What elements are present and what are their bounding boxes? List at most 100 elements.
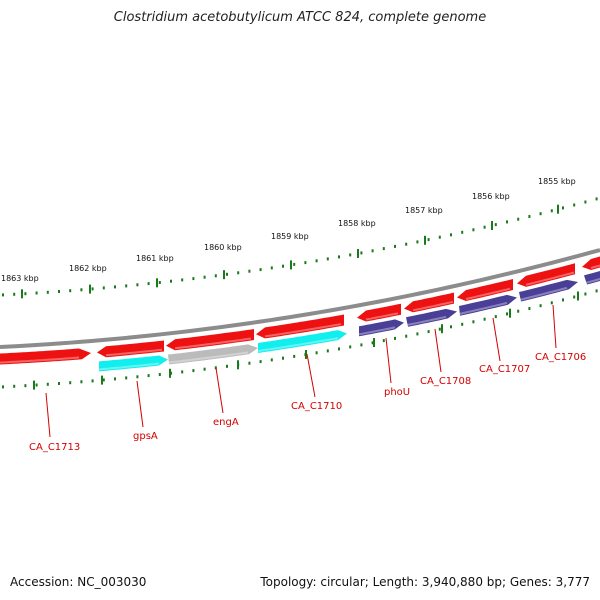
- ruler-upper-minor-tick: [483, 225, 486, 229]
- ruler-lower-minor-tick: [483, 317, 486, 321]
- ruler-upper-minor-tick: [170, 279, 172, 283]
- ruler-upper-minor-tick: [405, 242, 408, 246]
- gene-phou-navy-block: [359, 319, 404, 337]
- ruler-upper-minor-tick: [584, 200, 587, 204]
- gene-label-ca-c1710: CA_C1710: [291, 401, 342, 412]
- ruler-lower-major-tick: [577, 291, 579, 301]
- gene-phou-forward-shade: [365, 312, 399, 321]
- label-leader-line: [492, 317, 501, 362]
- ruler-lower-minor-tick: [371, 341, 374, 345]
- label-leader-line: [552, 304, 557, 349]
- ruler-lower-minor-tick: [248, 361, 251, 365]
- ruler-upper-minor-tick: [315, 259, 318, 263]
- genome-summary-text: Topology: circular; Length: 3,940,880 bp…: [260, 575, 590, 589]
- label-leader-line: [45, 392, 51, 438]
- gene-ca-c1707-navy-block-shade: [458, 301, 508, 315]
- gene-ca-c1710-cyan-block-shade: [257, 337, 339, 352]
- ruler-lower-minor-tick: [506, 312, 508, 316]
- ruler-upper-minor-tick: [517, 217, 520, 221]
- ruler-upper-major-tick: [156, 278, 158, 288]
- ruler-lower-minor-tick: [326, 349, 329, 353]
- label-leader-line: [215, 367, 224, 414]
- ruler-upper-major-tick: [357, 249, 359, 258]
- ruler-upper-minor-tick: [304, 261, 307, 265]
- ruler-upper-minor-tick: [226, 272, 228, 276]
- gene-ca-c1707-forward-shade: [465, 287, 511, 300]
- ruler-lower-minor-tick: [584, 292, 587, 296]
- gene-ca-c1710-cyan-block: [258, 330, 347, 353]
- ruler-lower-minor-tick: [528, 307, 531, 310]
- ruler-upper-minor-tick: [214, 274, 217, 278]
- ruler-upper-major-tick: [557, 204, 559, 214]
- ruler-upper-minor-tick: [136, 283, 139, 287]
- ruler-upper-major-tick: [424, 235, 426, 245]
- gene-ca-c1707-navy-block: [459, 294, 517, 316]
- kbp-label-1855: 1855 kbp: [538, 177, 576, 186]
- ruler-lower-minor-tick: [58, 382, 60, 385]
- gene-ca-c1708-forward: [404, 292, 454, 313]
- gene-phou-forward: [357, 303, 401, 322]
- ruler-lower-minor-tick: [394, 336, 396, 340]
- kbp-label-1862: 1862 kbp: [69, 264, 107, 273]
- kbp-label-1859: 1859 kbp: [271, 232, 309, 241]
- ruler-upper-ticks: [2, 197, 598, 299]
- ruler-lower-minor-tick: [91, 379, 94, 383]
- gene-label-ca-c1713: CA_C1713: [29, 442, 80, 453]
- ruler-upper-minor-tick: [270, 266, 273, 270]
- gene-ca-c1706-forward-shade: [525, 271, 575, 286]
- gene-ca-c1706-navy-block: [519, 279, 578, 302]
- kbp-label-1857: 1857 kbp: [405, 206, 443, 215]
- gene-next-navy-block: [584, 271, 600, 285]
- kbp-label-1858: 1858 kbp: [338, 219, 376, 228]
- ruler-lower-minor-tick: [259, 360, 262, 364]
- ruler-upper-minor-tick: [573, 203, 576, 207]
- ruler-upper-minor-tick: [259, 268, 262, 272]
- gene-ca-c1706-forward: [517, 263, 575, 287]
- ruler-upper-major-tick: [491, 221, 493, 230]
- ruler-lower-minor-tick: [349, 345, 352, 349]
- ruler-upper-minor-tick: [147, 282, 150, 286]
- ruler-upper-major-tick: [21, 289, 23, 299]
- ruler-lower-minor-tick: [136, 375, 139, 379]
- gene-next-navy-block-shade: [583, 277, 600, 285]
- ruler-upper-minor-tick: [506, 220, 508, 224]
- ruler-upper-minor-tick: [528, 215, 531, 218]
- gene-features: [0, 256, 600, 372]
- label-leader-line: [385, 337, 392, 384]
- ruler-upper-minor-tick: [438, 235, 441, 239]
- ruler-upper-minor-tick: [80, 288, 83, 292]
- ruler-lower-minor-tick: [416, 332, 419, 336]
- ruler-upper-minor-tick: [550, 209, 553, 213]
- gene-next-forward-shade: [590, 264, 600, 269]
- label-leader-line: [306, 353, 316, 398]
- accession-text: Accession: NC_003030: [10, 575, 147, 589]
- ruler-upper-minor-tick: [158, 281, 161, 284]
- ruler-lower-minor-tick: [226, 364, 228, 368]
- ruler-upper-minor-tick: [539, 212, 542, 216]
- ruler-lower-minor-tick: [192, 369, 195, 373]
- ruler-lower-minor-tick: [203, 367, 206, 371]
- ruler-lower-minor-tick: [382, 339, 385, 343]
- ruler-lower-minor-tick: [472, 320, 475, 324]
- ruler-lower-minor-tick: [2, 385, 4, 389]
- ruler-upper-major-tick: [89, 284, 91, 294]
- gene-label-ca-c1707: CA_C1707: [479, 364, 530, 375]
- ruler-lower-minor-tick: [427, 330, 430, 334]
- ruler-lower-minor-tick: [35, 383, 38, 387]
- ruler-upper-minor-tick: [69, 289, 72, 293]
- ruler-upper-major-tick: [290, 260, 292, 270]
- ruler-lower-minor-tick: [102, 378, 105, 382]
- ruler-upper-minor-tick: [58, 290, 60, 293]
- kbp-label-1856: 1856 kbp: [472, 192, 510, 201]
- gene-enga-grey-block: [168, 344, 258, 365]
- ruler-upper-minor-tick: [13, 292, 16, 296]
- gene-ca-c1707-forward: [457, 279, 513, 301]
- ruler-upper-minor-tick: [125, 284, 128, 288]
- ruler-lower-minor-tick: [550, 301, 553, 305]
- ruler-lower-minor-tick: [125, 376, 128, 380]
- gene-next-forward: [582, 256, 600, 270]
- gene-ca-c1710-forward-shade: [264, 323, 342, 338]
- gene-ca-c1708-forward-shade: [412, 300, 454, 312]
- map-title: Clostridium acetobutylicum ATCC 824, com…: [113, 10, 487, 25]
- label-leader-line: [136, 380, 144, 428]
